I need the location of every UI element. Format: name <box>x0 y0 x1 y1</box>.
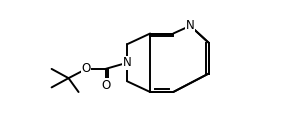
Text: O: O <box>82 62 91 75</box>
Text: N: N <box>123 56 131 69</box>
Text: N: N <box>186 18 195 31</box>
Text: O: O <box>101 79 110 92</box>
